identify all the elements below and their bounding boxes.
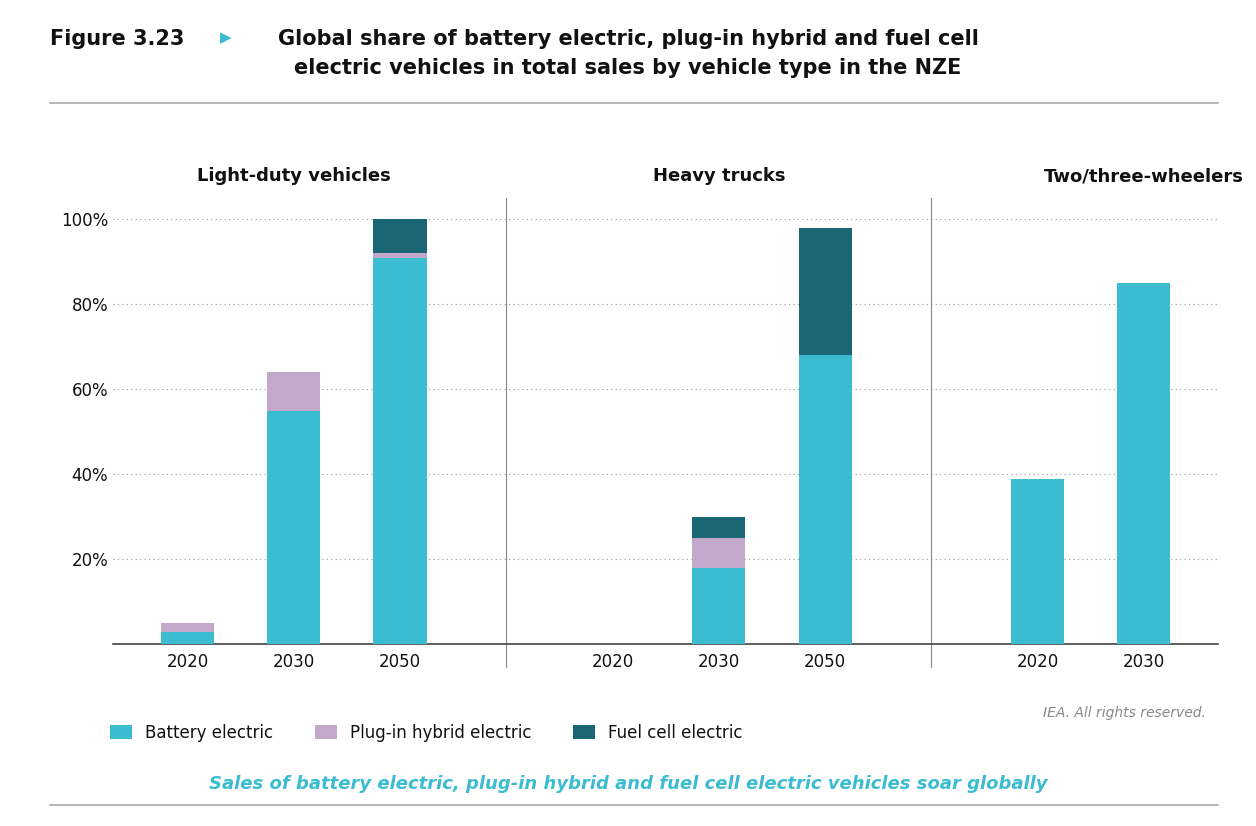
Bar [692, 517, 745, 538]
Text: Sales of battery electric, plug-in hybrid and fuel cell electric vehicles soar g: Sales of battery electric, plug-in hybri… [208, 775, 1048, 793]
Bar [1118, 283, 1171, 644]
Bar [799, 228, 852, 355]
Bar [1223, 220, 1256, 644]
Bar [268, 373, 320, 411]
Bar [161, 632, 214, 644]
Legend: Battery electric, Plug-in hybrid electric, Fuel cell electric: Battery electric, Plug-in hybrid electri… [111, 724, 742, 742]
Text: Figure 3.23: Figure 3.23 [50, 29, 185, 49]
Text: Light-duty vehicles: Light-duty vehicles [197, 168, 391, 186]
Text: electric vehicles in total sales by vehicle type in the NZE: electric vehicles in total sales by vehi… [294, 58, 962, 78]
Text: Global share of battery electric, plug-in hybrid and fuel cell: Global share of battery electric, plug-i… [278, 29, 978, 49]
Bar [373, 254, 427, 258]
Text: Two/three-wheelers: Two/three-wheelers [1044, 168, 1243, 186]
Bar [692, 538, 745, 567]
Bar [692, 567, 745, 644]
Bar [373, 220, 427, 254]
Text: ▶: ▶ [220, 31, 231, 45]
Bar [268, 411, 320, 644]
Bar [799, 355, 852, 644]
Bar [373, 258, 427, 644]
Bar [161, 623, 214, 632]
Bar [1011, 478, 1064, 644]
Text: Heavy trucks: Heavy trucks [653, 168, 785, 186]
Text: IEA. All rights reserved.: IEA. All rights reserved. [1042, 706, 1206, 720]
